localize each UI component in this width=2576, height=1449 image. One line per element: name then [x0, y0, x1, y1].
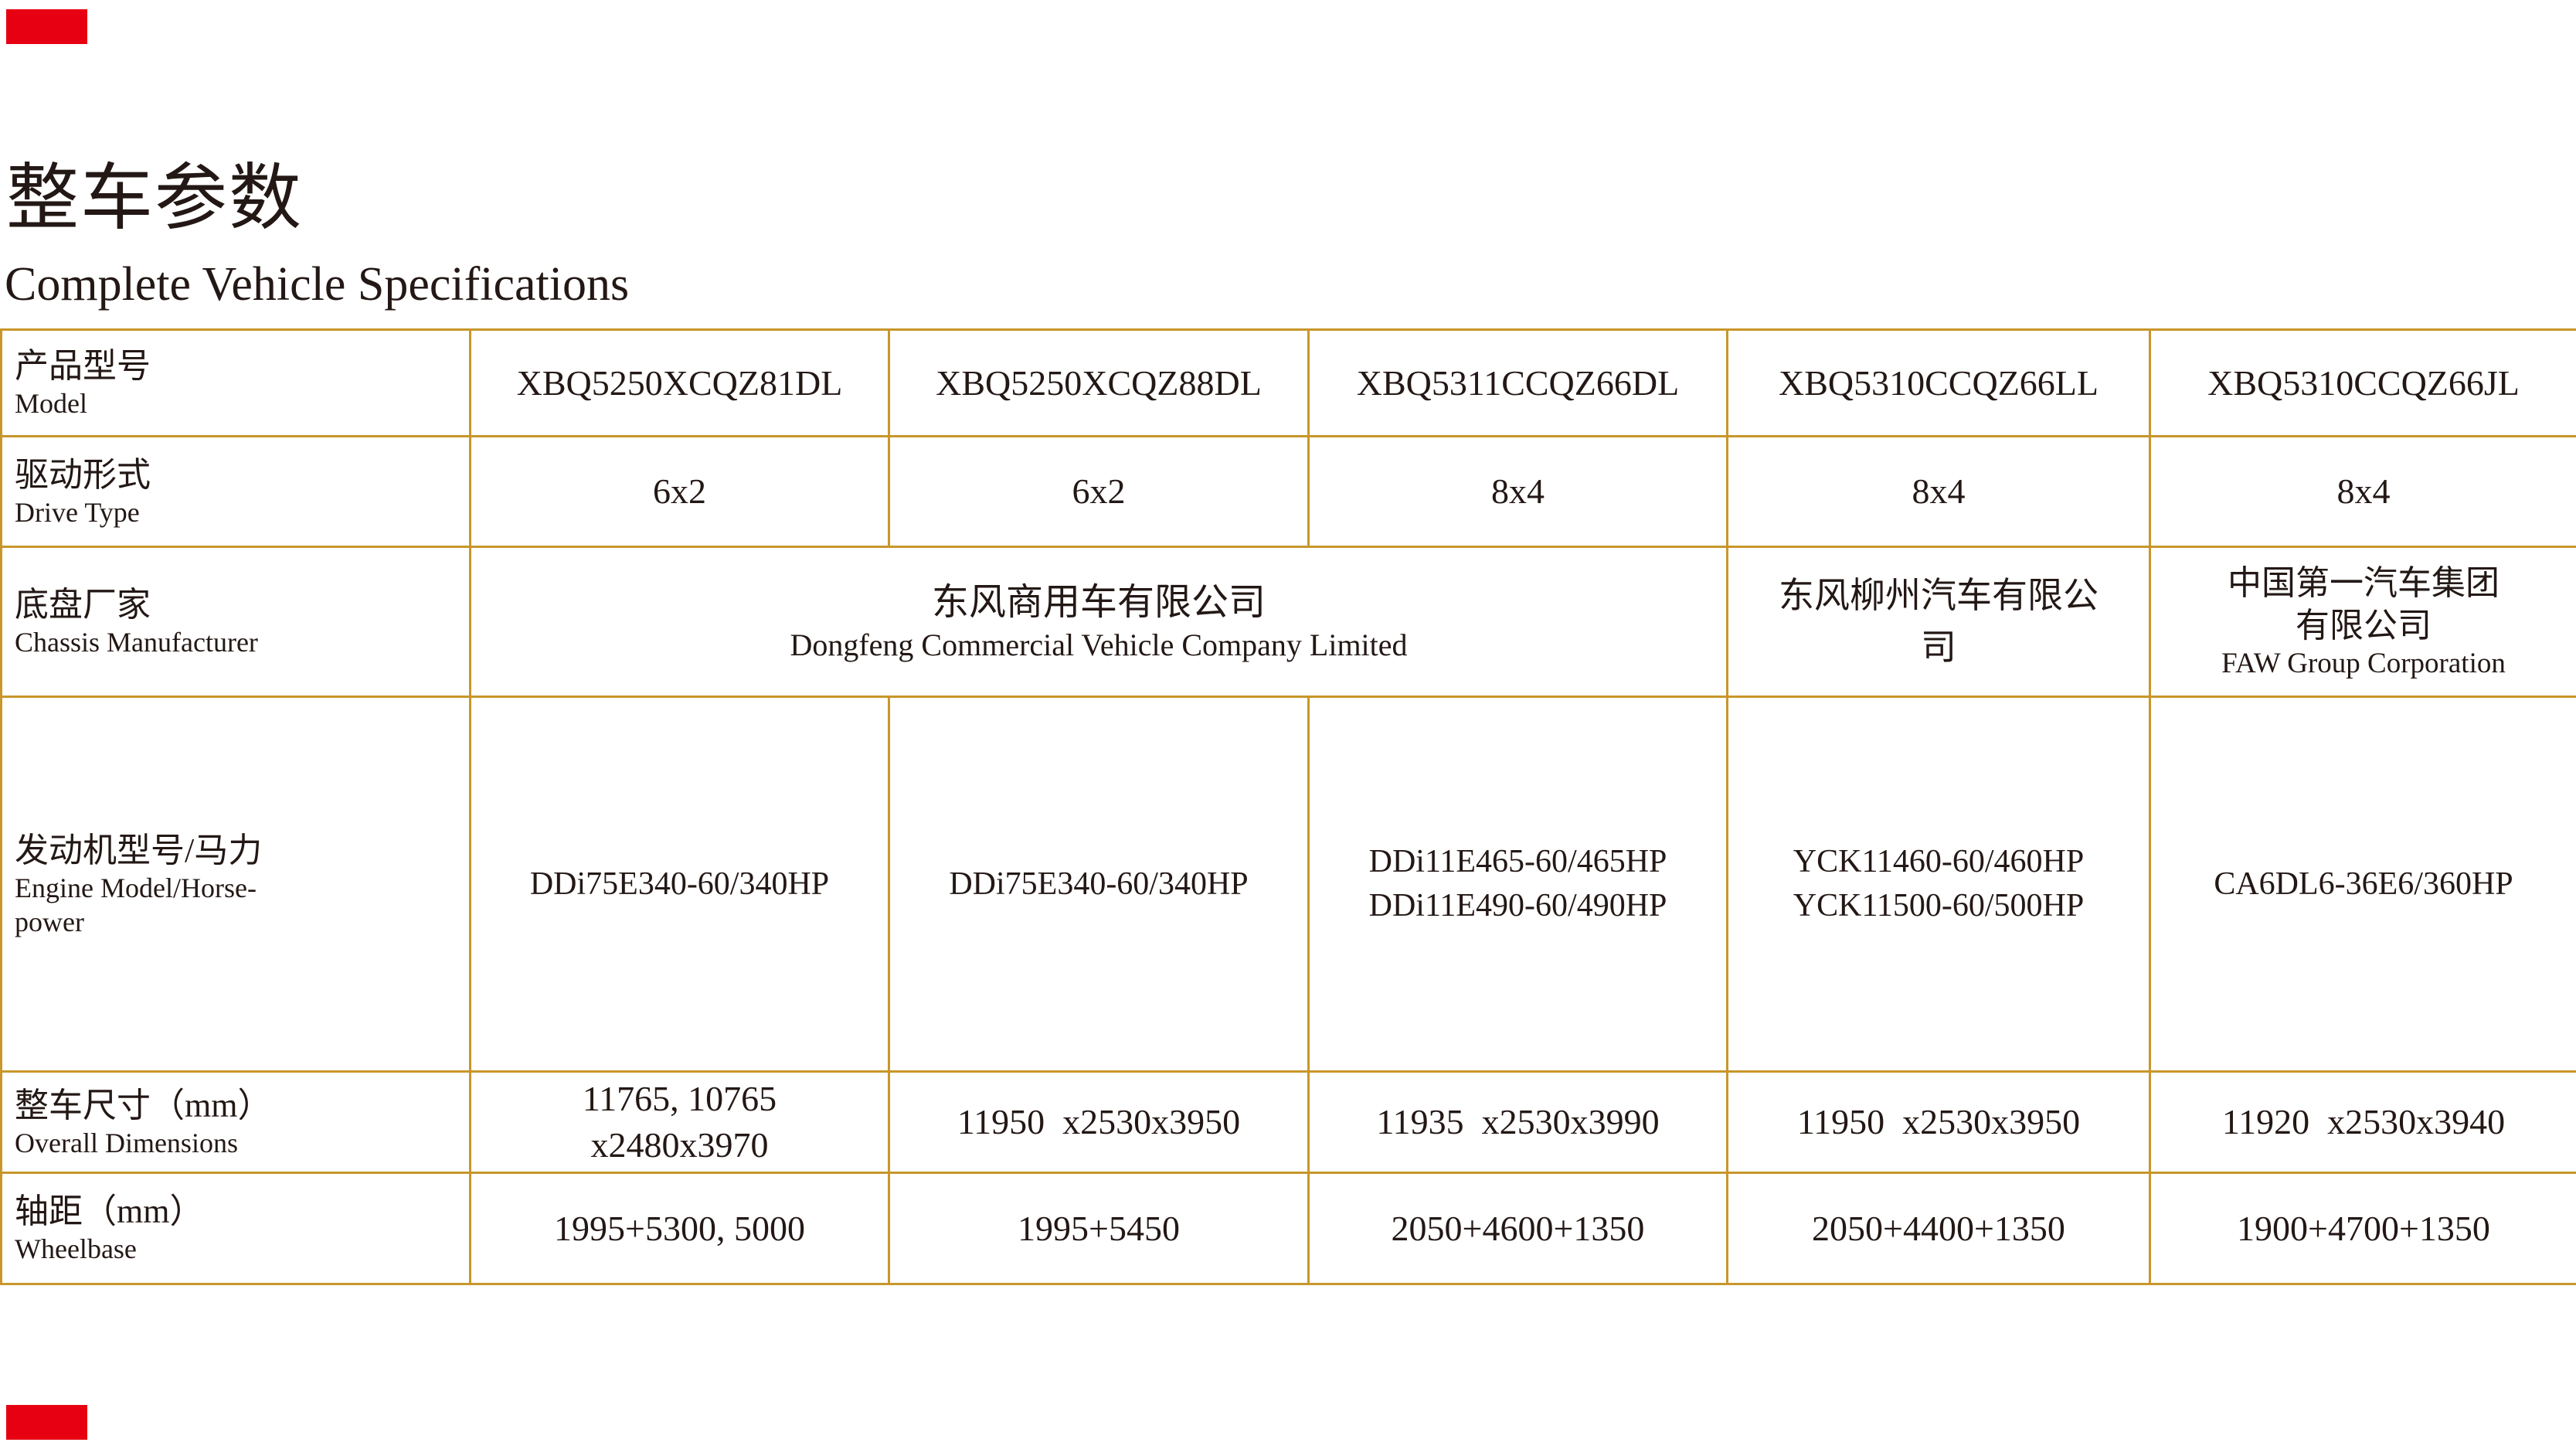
drive-type-label-cell: 驱动形式 Drive Type — [0, 435, 471, 548]
model-value: XBQ5250XCQZ81DL — [516, 362, 843, 403]
wheelbase-value: 2050+4400+1350 — [1812, 1208, 2065, 1248]
dimensions-value-cell: 11950 x2530x3950 — [1726, 1070, 2151, 1174]
drive-type-value: 8x4 — [1491, 471, 1545, 512]
model-label-cell: 产品型号 Model — [0, 328, 471, 437]
chassis-label-zh: 底盘厂家 — [15, 586, 151, 624]
wheelbase-label-cell: 轴距（mm） Wheelbase — [0, 1172, 471, 1285]
drive-type-value-cell: 6x2 — [469, 435, 890, 548]
chassis-label-en: Chassis Manufacturer — [15, 627, 258, 658]
row-wheelbase: 轴距（mm） Wheelbase 1995+5300, 5000 1995+54… — [0, 1172, 2576, 1285]
wheelbase-label-zh: 轴距（mm） — [15, 1192, 204, 1231]
drive-type-value: 6x2 — [1072, 471, 1126, 512]
wheelbase-value: 1900+4700+1350 — [2237, 1208, 2490, 1248]
engine-value: DDi11E465-60/465HP DDi11E490-60/490HP — [1368, 844, 1667, 923]
engine-value: DDi75E340-60/340HP — [529, 866, 830, 902]
engine-value-cell: DDi75E340-60/340HP — [888, 696, 1310, 1073]
model-label-zh: 产品型号 — [15, 347, 151, 386]
engine-value-cell: DDi75E340-60/340HP — [469, 696, 890, 1073]
wheelbase-value-cell: 2050+4400+1350 — [1726, 1172, 2151, 1285]
model-value: XBQ5311CCQZ66DL — [1356, 362, 1680, 403]
red-accent-bar-bottom — [6, 1405, 87, 1440]
chassis-merged-en: Dongfeng Commercial Vehicle Company Limi… — [790, 627, 1408, 662]
engine-value-cell: DDi11E465-60/465HP DDi11E490-60/490HP — [1307, 696, 1728, 1073]
engine-label-cell: 发动机型号/马力 Engine Model/Horse- power — [0, 696, 471, 1073]
page-subtitle: Complete Vehicle Specifications — [5, 258, 630, 311]
row-chassis-manufacturer: 底盘厂家 Chassis Manufacturer 东风商用车有限公司 Dong… — [0, 546, 2576, 698]
model-label-en: Model — [15, 388, 87, 420]
row-drive-type: 驱动形式 Drive Type 6x2 6x2 8x4 8x4 8x4 — [0, 435, 2576, 548]
model-value: XBQ5310CCQZ66LL — [1779, 362, 2099, 403]
chassis-label-cell: 底盘厂家 Chassis Manufacturer — [0, 546, 471, 698]
wheelbase-value-cell: 1995+5450 — [888, 1172, 1310, 1285]
dimensions-value-cell: 11920 x2530x3940 — [2149, 1070, 2576, 1174]
wheelbase-value: 1995+5450 — [1018, 1208, 1180, 1248]
dimensions-value-cell: 11935 x2530x3990 — [1307, 1070, 1728, 1174]
engine-value: CA6DL6-36E6/360HP — [2214, 866, 2513, 902]
drive-type-value-cell: 8x4 — [1307, 435, 1728, 548]
wheelbase-value-cell: 1995+5300, 5000 — [469, 1172, 890, 1285]
dimensions-label-zh: 整车尺寸（mm） — [15, 1086, 272, 1124]
drive-type-value: 8x4 — [1912, 471, 1966, 512]
model-value: XBQ5250XCQZ88DL — [936, 362, 1262, 403]
red-accent-bar-top — [6, 9, 87, 44]
wheelbase-value-cell: 1900+4700+1350 — [2149, 1172, 2576, 1285]
engine-value-cell: YCK11460-60/460HP YCK11500-60/500HP — [1726, 696, 2151, 1073]
drive-type-value: 8x4 — [2336, 471, 2391, 512]
drive-type-value-cell: 8x4 — [1726, 435, 2151, 548]
dimensions-value: 11765, 10765 x2480x3970 — [582, 1079, 777, 1165]
chassis-merged-zh: 东风商用车有限公司 — [931, 581, 1266, 623]
model-value: XBQ5310CCQZ66JL — [2207, 362, 2520, 403]
engine-label-zh: 发动机型号/马力 — [15, 832, 263, 870]
model-value-cell: XBQ5250XCQZ88DL — [888, 328, 1310, 437]
spec-table: 产品型号 Model XBQ5250XCQZ81DL XBQ5250XCQZ88… — [0, 328, 2576, 1285]
row-dimensions: 整车尺寸（mm） Overall Dimensions 11765, 10765… — [0, 1070, 2576, 1174]
engine-label-en: Engine Model/Horse- power — [15, 872, 257, 937]
drive-type-value: 6x2 — [653, 471, 706, 512]
chassis-col6-en: FAW Group Corporation — [2221, 648, 2506, 680]
wheelbase-label-en: Wheelbase — [15, 1233, 137, 1265]
engine-value: YCK11460-60/460HP YCK11500-60/500HP — [1793, 844, 2085, 923]
dimensions-value: 11950 x2530x3950 — [957, 1102, 1241, 1142]
dimensions-value: 11935 x2530x3990 — [1376, 1102, 1660, 1142]
chassis-merged-cell: 东风商用车有限公司 Dongfeng Commercial Vehicle Co… — [469, 546, 1728, 698]
dimensions-label-en: Overall Dimensions — [15, 1127, 238, 1158]
drive-type-label-en: Drive Type — [15, 496, 140, 528]
dimensions-value: 11950 x2530x3950 — [1796, 1102, 2081, 1142]
model-value-cell: XBQ5250XCQZ81DL — [469, 328, 890, 437]
dimensions-value-cell: 11950 x2530x3950 — [888, 1070, 1310, 1174]
wheelbase-value: 2050+4600+1350 — [1391, 1208, 1645, 1248]
wheelbase-value-cell: 2050+4600+1350 — [1307, 1172, 1728, 1285]
chassis-value-cell: 东风柳州汽车有限公 司 — [1726, 546, 2151, 698]
chassis-col6-zh: 中国第一汽车集团 有限公司 — [2228, 564, 2500, 645]
drive-type-label-zh: 驱动形式 — [15, 455, 151, 494]
drive-type-value-cell: 8x4 — [2149, 435, 2576, 548]
chassis-value-cell: 中国第一汽车集团 有限公司 FAW Group Corporation — [2149, 546, 2576, 698]
model-value-cell: XBQ5310CCQZ66JL — [2149, 328, 2576, 437]
dimensions-label-cell: 整车尺寸（mm） Overall Dimensions — [0, 1070, 471, 1174]
wheelbase-value: 1995+5300, 5000 — [554, 1208, 805, 1248]
row-engine: 发动机型号/马力 Engine Model/Horse- power DDi75… — [0, 696, 2576, 1073]
model-value-cell: XBQ5311CCQZ66DL — [1307, 328, 1728, 437]
dimensions-value-cell: 11765, 10765 x2480x3970 — [469, 1070, 890, 1174]
row-model: 产品型号 Model XBQ5250XCQZ81DL XBQ5250XCQZ88… — [0, 328, 2576, 437]
model-value-cell: XBQ5310CCQZ66LL — [1726, 328, 2151, 437]
chassis-col5-zh: 东风柳州汽车有限公 司 — [1779, 575, 2099, 667]
engine-value: DDi75E340-60/340HP — [949, 866, 1249, 902]
page-title: 整车参数 — [6, 158, 304, 239]
dimensions-value: 11920 x2530x3940 — [2221, 1102, 2506, 1142]
drive-type-value-cell: 6x2 — [888, 435, 1310, 548]
engine-value-cell: CA6DL6-36E6/360HP — [2149, 696, 2576, 1073]
